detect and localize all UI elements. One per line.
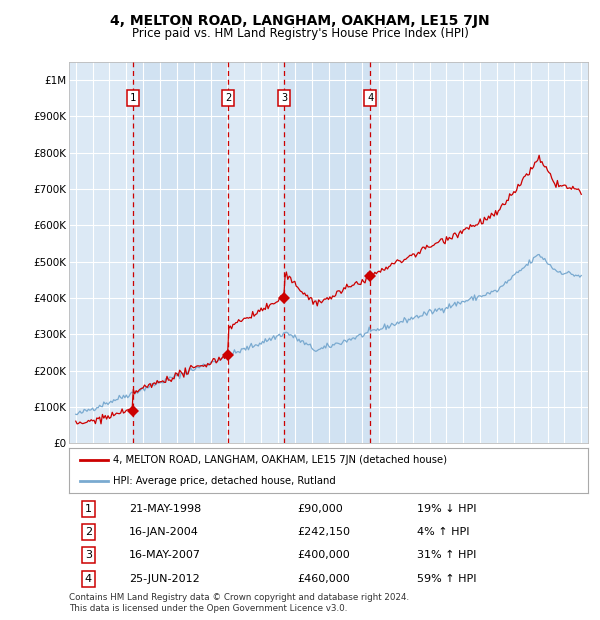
Text: 3: 3 <box>281 93 287 103</box>
Text: 2: 2 <box>85 527 92 537</box>
Text: £90,000: £90,000 <box>298 504 343 514</box>
Text: Contains HM Land Registry data © Crown copyright and database right 2024.
This d: Contains HM Land Registry data © Crown c… <box>69 593 409 613</box>
Text: 31% ↑ HPI: 31% ↑ HPI <box>417 551 476 560</box>
Text: 4, MELTON ROAD, LANGHAM, OAKHAM, LE15 7JN: 4, MELTON ROAD, LANGHAM, OAKHAM, LE15 7J… <box>110 14 490 28</box>
Bar <box>133 62 228 443</box>
Text: 59% ↑ HPI: 59% ↑ HPI <box>417 574 476 583</box>
Text: 19% ↓ HPI: 19% ↓ HPI <box>417 504 476 514</box>
Text: 1: 1 <box>130 93 136 103</box>
Text: 21-MAY-1998: 21-MAY-1998 <box>128 504 201 514</box>
Text: 4, MELTON ROAD, LANGHAM, OAKHAM, LE15 7JN (detached house): 4, MELTON ROAD, LANGHAM, OAKHAM, LE15 7J… <box>113 455 447 466</box>
Text: £242,150: £242,150 <box>298 527 350 537</box>
Text: 16-JAN-2004: 16-JAN-2004 <box>128 527 199 537</box>
Text: HPI: Average price, detached house, Rutland: HPI: Average price, detached house, Rutl… <box>113 476 336 486</box>
Text: 4: 4 <box>85 574 92 583</box>
Text: 4: 4 <box>367 93 373 103</box>
Text: 4% ↑ HPI: 4% ↑ HPI <box>417 527 469 537</box>
Text: 2: 2 <box>225 93 231 103</box>
Text: 1: 1 <box>85 504 92 514</box>
Text: £460,000: £460,000 <box>298 574 350 583</box>
Text: £400,000: £400,000 <box>298 551 350 560</box>
Text: 3: 3 <box>85 551 92 560</box>
Text: Price paid vs. HM Land Registry's House Price Index (HPI): Price paid vs. HM Land Registry's House … <box>131 27 469 40</box>
Text: 16-MAY-2007: 16-MAY-2007 <box>128 551 200 560</box>
Bar <box>284 62 370 443</box>
Text: 25-JUN-2012: 25-JUN-2012 <box>128 574 199 583</box>
